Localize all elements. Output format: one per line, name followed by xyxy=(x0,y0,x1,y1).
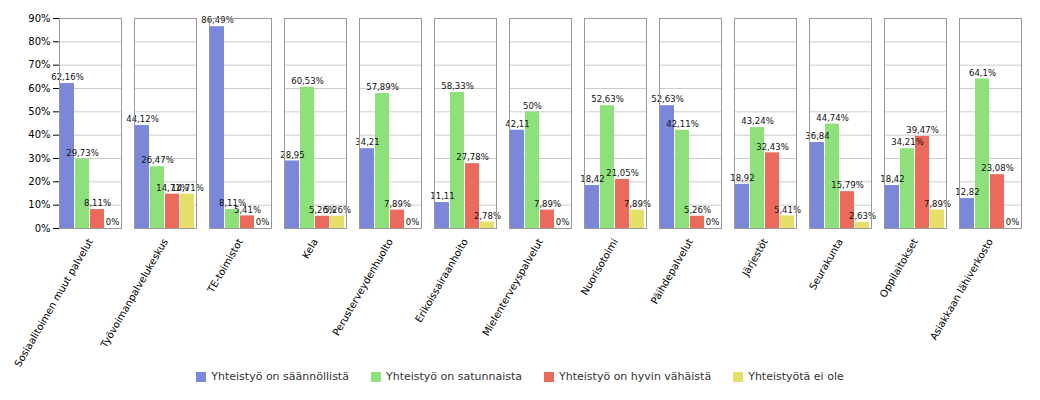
svg-text:0%: 0% xyxy=(556,217,570,227)
svg-text:18,42: 18,42 xyxy=(880,174,904,184)
svg-text:Mielenterveyspalvelut: Mielenterveyspalvelut xyxy=(480,237,545,338)
svg-text:14,71%: 14,71% xyxy=(171,183,203,193)
svg-text:0%: 0% xyxy=(1006,217,1020,227)
svg-text:0%: 0% xyxy=(106,217,120,227)
svg-text:50%: 50% xyxy=(28,106,50,117)
svg-text:42,11: 42,11 xyxy=(505,119,529,129)
svg-text:44,12%: 44,12% xyxy=(126,114,158,124)
svg-text:7,89%: 7,89% xyxy=(624,198,651,209)
html-text:Yhteistyötä ei ole: Yhteistyötä ei ole xyxy=(748,370,844,383)
svg-text:0%: 0% xyxy=(706,217,720,227)
svg-text:90%: 90% xyxy=(28,13,50,24)
svg-text:0%: 0% xyxy=(256,217,270,227)
svg-text:29,73%: 29,73% xyxy=(66,148,98,158)
svg-text:2,78%: 2,78% xyxy=(474,210,501,221)
svg-text:Perusterveydenhuolto: Perusterveydenhuolto xyxy=(330,237,395,338)
svg-text:34,21: 34,21 xyxy=(355,137,379,147)
svg-text:32,43%: 32,43% xyxy=(756,142,788,152)
svg-text:21,05%: 21,05% xyxy=(606,168,638,178)
svg-text:7,89%: 7,89% xyxy=(534,199,561,209)
svg-text:60%: 60% xyxy=(28,83,50,94)
html-text:Yhteistyö on säännöllistä: Yhteistyö on säännöllistä xyxy=(211,370,349,383)
svg-text:15,79%: 15,79% xyxy=(831,180,863,190)
svg-text:2,63%: 2,63% xyxy=(849,211,876,222)
svg-text:5,26%: 5,26% xyxy=(309,204,336,215)
svg-text:7,89%: 7,89% xyxy=(924,198,951,209)
svg-text:Järjestöt: Järjestöt xyxy=(739,237,770,279)
svg-text:28,95: 28,95 xyxy=(280,150,304,160)
svg-text:Erikoissairaanhoito: Erikoissairaanhoito xyxy=(413,237,470,325)
svg-text:0%: 0% xyxy=(406,217,420,227)
svg-text:8,11%: 8,11% xyxy=(84,198,111,208)
svg-text:26,47%: 26,47% xyxy=(141,155,173,165)
svg-text:0%: 0% xyxy=(35,223,51,234)
svg-text:Sosiaalitoimen muut palvelut: Sosiaalitoimen muut palvelut xyxy=(12,237,95,368)
svg-text:30%: 30% xyxy=(28,153,50,164)
svg-text:Asiakkaan lähiverkosto: Asiakkaan lähiverkosto xyxy=(928,237,995,342)
svg-text:Seurakunta: Seurakunta xyxy=(807,237,845,292)
svg-text:57,89%: 57,89% xyxy=(366,82,398,92)
svg-text:11,11: 11,11 xyxy=(430,191,454,201)
svg-text:62,16%: 62,16% xyxy=(51,72,83,82)
svg-text:40%: 40% xyxy=(28,129,50,140)
svg-text:Päihdepalvelut: Päihdepalvelut xyxy=(649,237,695,306)
svg-text:27,78%: 27,78% xyxy=(456,152,488,162)
svg-text:36,84: 36,84 xyxy=(805,131,829,141)
svg-text:80%: 80% xyxy=(28,36,50,47)
svg-text:52,63%: 52,63% xyxy=(651,94,683,104)
svg-text:86,49%: 86,49% xyxy=(201,15,233,25)
svg-text:70%: 70% xyxy=(28,59,50,70)
svg-text:60,53%: 60,53% xyxy=(291,76,323,86)
svg-text:18,42: 18,42 xyxy=(580,174,604,184)
svg-text:58,33%: 58,33% xyxy=(441,81,473,91)
svg-text:18,92: 18,92 xyxy=(730,173,754,183)
svg-text:44,74%: 44,74% xyxy=(816,113,848,123)
svg-text:5,41%: 5,41% xyxy=(774,204,801,215)
svg-text:Oppilaitokset: Oppilaitokset xyxy=(877,237,920,300)
svg-text:42,11%: 42,11% xyxy=(666,119,698,129)
svg-text:34,21%: 34,21% xyxy=(891,137,923,147)
svg-text:52,63%: 52,63% xyxy=(591,94,623,104)
html-text:Yhteistyö on satunnaista: Yhteistyö on satunnaista xyxy=(385,370,522,383)
svg-text:10%: 10% xyxy=(28,199,50,210)
html-text:Yhteistyö on hyvin vähäistä: Yhteistyö on hyvin vähäistä xyxy=(559,370,712,383)
svg-text:TE-toimistot: TE-toimistot xyxy=(205,237,245,296)
svg-text:Nuorisotoimi: Nuorisotoimi xyxy=(579,237,620,297)
svg-text:50%: 50% xyxy=(523,101,542,111)
svg-text:39,47%: 39,47% xyxy=(906,125,938,135)
svg-text:Työvoimanpalvelukeskus: Työvoimanpalvelukeskus xyxy=(98,237,170,351)
svg-text:8,11%: 8,11% xyxy=(219,198,246,209)
svg-text:20%: 20% xyxy=(28,176,50,187)
svg-text:64,1%: 64,1% xyxy=(969,68,996,78)
svg-text:Kela: Kela xyxy=(300,237,320,261)
svg-text:23,08%: 23,08% xyxy=(981,163,1013,173)
svg-text:43,24%: 43,24% xyxy=(741,116,773,126)
svg-text:7,89%: 7,89% xyxy=(384,199,411,209)
svg-text:5,41%: 5,41% xyxy=(234,205,261,215)
svg-text:5,26%: 5,26% xyxy=(684,205,711,215)
svg-text:5,26%: 5,26% xyxy=(324,204,351,215)
svg-text:12,82: 12,82 xyxy=(955,187,979,197)
